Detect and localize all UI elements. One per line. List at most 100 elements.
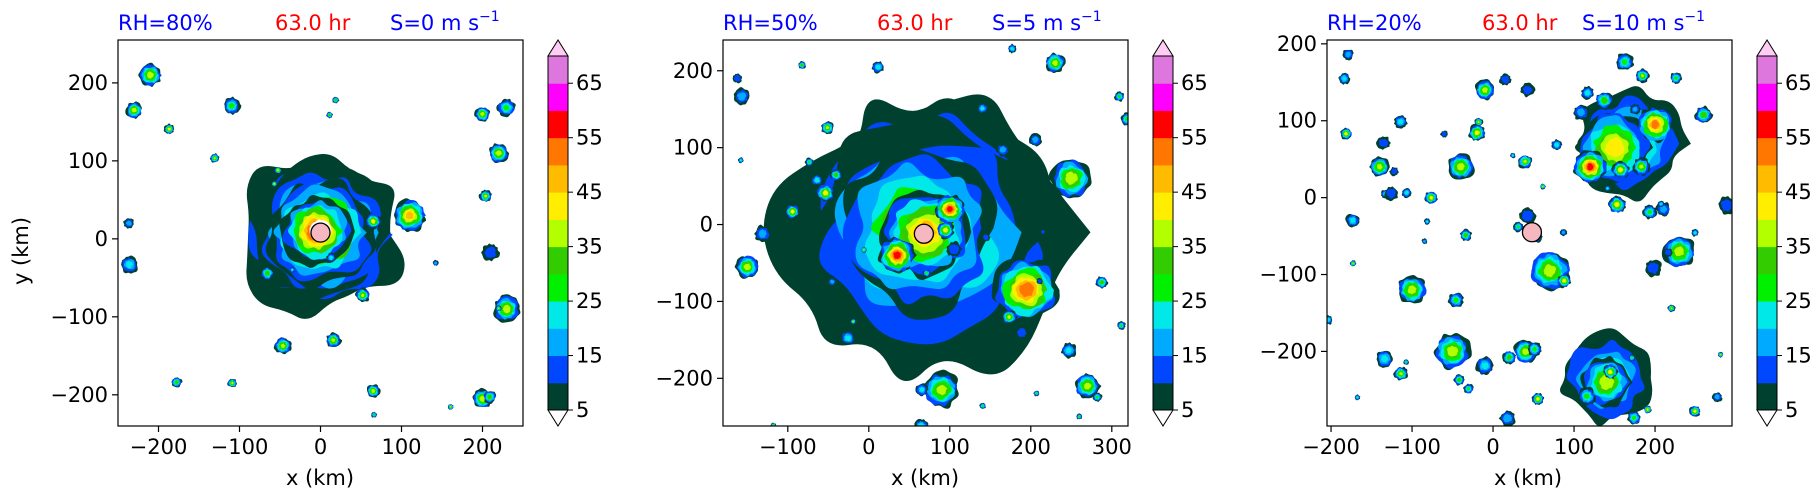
contour-band	[1674, 246, 1684, 257]
convective-cell	[434, 261, 438, 265]
colorbar-band	[1153, 192, 1173, 220]
convective-cell	[1404, 190, 1409, 195]
convective-cell	[125, 220, 132, 226]
convective-cell	[1117, 94, 1122, 98]
convective-cell	[1701, 112, 1707, 117]
convective-cell	[334, 99, 337, 102]
colorbar-band	[1757, 83, 1777, 111]
colorbar-band	[1757, 301, 1777, 329]
reflectivity-field	[1327, 49, 1732, 426]
contour-band	[743, 263, 752, 271]
convective-cell	[1119, 324, 1123, 327]
x-tick-label: −100	[1383, 435, 1441, 459]
convective-cell	[1562, 279, 1566, 283]
colorbar-tick-label: 25	[576, 289, 603, 313]
convective-cell	[1542, 185, 1544, 188]
convective-cell	[983, 234, 989, 241]
colorbar-band	[1153, 355, 1173, 384]
x-tick-label: 100	[930, 435, 970, 459]
storm-center-marker	[1521, 222, 1543, 243]
convective-cell	[265, 271, 270, 275]
y-tick-label: −200	[655, 366, 713, 390]
convective-cell	[1100, 280, 1104, 284]
x-tick-label: −200	[1302, 435, 1360, 459]
colorbar-tick-label: 35	[1181, 235, 1208, 259]
contour-band	[936, 384, 948, 396]
shear-value: S=5 m s	[992, 11, 1081, 35]
convective-cell	[484, 246, 496, 258]
y-tick-label: 200	[68, 71, 108, 95]
convective-cell	[484, 194, 488, 198]
colorbar-tick-label: 15	[576, 344, 603, 368]
contour-band	[1481, 87, 1488, 93]
convective-cell	[175, 380, 179, 384]
convective-cell	[1522, 85, 1533, 95]
colorbar-band	[1757, 382, 1777, 411]
convective-cell	[1554, 142, 1559, 148]
colorbar-band	[1757, 219, 1777, 248]
convective-cell	[1352, 262, 1354, 265]
colorbar-max-extend	[1152, 39, 1174, 57]
convective-cell	[1041, 230, 1045, 234]
convective-cell	[1584, 90, 1591, 96]
convective-cell	[1659, 202, 1663, 206]
x-tick-label: 200	[462, 435, 502, 459]
contour-band	[495, 150, 502, 157]
y-tick-label: −100	[50, 305, 108, 329]
convective-cell	[739, 159, 742, 162]
convective-cell	[1425, 220, 1429, 223]
convective-cell	[273, 183, 275, 185]
convective-cell	[919, 387, 925, 393]
contour-band	[1447, 345, 1459, 357]
colorbar-band	[1153, 219, 1173, 248]
colorbar-band	[1153, 110, 1173, 139]
convective-cell	[1007, 315, 1011, 320]
convective-cell	[1010, 46, 1015, 51]
colorbar-band	[1757, 56, 1777, 84]
contour-band	[1407, 285, 1417, 295]
convective-cell	[814, 177, 820, 183]
colorbar-band	[548, 137, 568, 166]
convective-cell	[1640, 74, 1645, 78]
panel-time-label: 63.0 hr	[877, 11, 953, 35]
convective-cell	[1344, 132, 1348, 136]
contour-band	[1065, 171, 1078, 185]
contour-band	[502, 304, 511, 314]
contour-band	[406, 211, 414, 220]
y-tick-label: 0	[1304, 186, 1317, 210]
contour-band	[1522, 348, 1529, 356]
convective-cell	[1577, 108, 1586, 117]
panel-rh-label: RH=50%	[723, 11, 818, 35]
convective-cell	[1345, 51, 1352, 58]
convective-cell	[1632, 106, 1638, 112]
colorbar-band	[1153, 137, 1173, 166]
convective-cell	[331, 338, 336, 342]
convective-cell	[981, 404, 984, 407]
colorbar-tick-label: 65	[1785, 71, 1812, 95]
colorbar-band	[548, 301, 568, 329]
convective-cell	[1477, 121, 1480, 124]
convective-cell	[1630, 356, 1634, 359]
convective-cell	[863, 248, 865, 251]
convective-cell	[852, 320, 854, 323]
colorbar-tick-label: 25	[1785, 289, 1812, 313]
convective-cell	[291, 268, 294, 271]
colorbar-tick-label: 5	[576, 398, 589, 422]
convective-cell	[1536, 397, 1540, 401]
colorbar-band	[1153, 83, 1173, 111]
colorbar-band	[1153, 164, 1173, 193]
y-tick-label: 200	[1277, 32, 1317, 56]
convective-cell	[1614, 202, 1619, 207]
convective-cell	[373, 413, 376, 416]
plot-frame	[722, 39, 1129, 427]
convective-cell	[1720, 199, 1732, 212]
convective-cell	[503, 104, 510, 111]
contour-band	[1651, 120, 1660, 129]
colorbar-min-extend	[1152, 409, 1174, 427]
contour-band	[1456, 163, 1465, 171]
convective-cell	[737, 92, 747, 101]
colorbar-band	[548, 164, 568, 193]
panel-rh-label: RH=80%	[118, 11, 213, 35]
y-axis-label: y (km)	[9, 217, 33, 285]
colorbar-tick-label: 55	[1785, 126, 1812, 150]
